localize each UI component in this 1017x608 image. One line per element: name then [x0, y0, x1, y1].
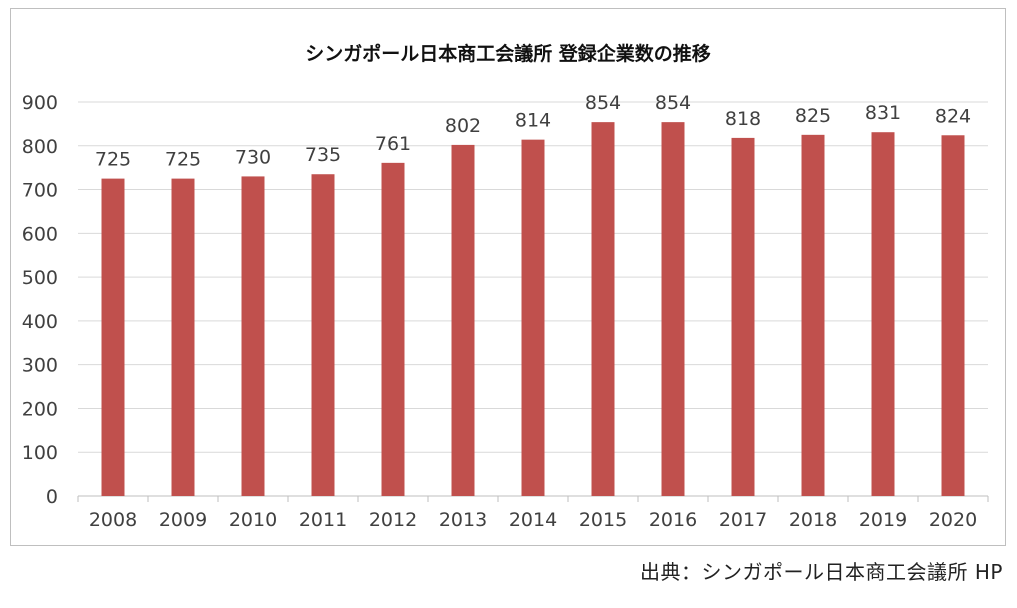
bar-2019: [871, 132, 895, 496]
data-label: 825: [795, 105, 831, 127]
y-tick-label: 0: [46, 486, 58, 508]
data-labels: 725 725 730 735 761 802 814 854 854 818 825 831 824: [95, 92, 971, 170]
bars: [101, 122, 965, 497]
data-label: 854: [655, 92, 691, 114]
bar-2009: [171, 178, 195, 496]
x-tick-label: 2011: [299, 509, 347, 531]
bar-2012: [381, 162, 405, 496]
bar-2017: [731, 137, 755, 497]
x-tick-label: 2019: [859, 509, 907, 531]
bar-2015: [591, 122, 615, 496]
x-tick-label: 2015: [579, 509, 627, 531]
y-axis-ticks: 0 100 200 300 400 500 600 700 800 900: [22, 92, 58, 508]
data-label: 761: [375, 133, 411, 155]
bar-2014: [521, 139, 545, 496]
data-label: 824: [935, 105, 971, 127]
y-tick-label: 300: [22, 355, 58, 377]
x-tick-label: 2010: [229, 509, 277, 531]
data-label: 831: [865, 102, 901, 124]
chart-title: シンガポール日本商工会議所 登録企業数の推移: [305, 42, 711, 65]
y-tick-label: 100: [22, 442, 58, 464]
x-tick-label: 2009: [159, 509, 207, 531]
data-label: 802: [445, 115, 481, 137]
data-label: 725: [95, 149, 131, 171]
data-label: 730: [235, 146, 271, 168]
source-note: 出典：シンガポール日本商工会議所 HP: [640, 560, 1003, 584]
y-tick-label: 900: [22, 92, 58, 114]
y-tick-label: 500: [22, 267, 58, 289]
y-tick-label: 700: [22, 180, 58, 202]
y-tick-label: 200: [22, 398, 58, 420]
bar-2011: [311, 174, 335, 496]
bar-2010: [241, 176, 265, 496]
x-tick-label: 2018: [789, 509, 837, 531]
y-tick-label: 600: [22, 223, 58, 245]
data-label: 818: [725, 108, 761, 130]
data-label: 814: [515, 110, 551, 132]
x-axis-ticks: 2008 2009 2010 2011 2012 2013 2014 2015 2016 2017…: [77, 496, 989, 531]
data-label: 725: [165, 149, 201, 171]
bar-2020: [941, 135, 965, 496]
x-tick-label: 2013: [439, 509, 487, 531]
bar-2016: [661, 122, 685, 496]
y-tick-label: 400: [22, 311, 58, 333]
x-tick-label: 2016: [649, 509, 697, 531]
x-tick-label: 2020: [929, 509, 977, 531]
bar-2008: [101, 178, 125, 496]
x-tick-label: 2012: [369, 509, 417, 531]
y-tick-label: 800: [22, 136, 58, 158]
x-tick-label: 2014: [509, 509, 557, 531]
data-label: 854: [585, 92, 621, 114]
x-tick-label: 2017: [719, 509, 767, 531]
bar-2018: [801, 134, 825, 497]
x-tick-label: 2008: [89, 509, 137, 531]
data-label: 735: [305, 144, 341, 166]
bar-2013: [451, 144, 475, 496]
